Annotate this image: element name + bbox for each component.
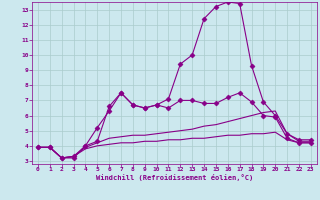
X-axis label: Windchill (Refroidissement éolien,°C): Windchill (Refroidissement éolien,°C) — [96, 174, 253, 181]
